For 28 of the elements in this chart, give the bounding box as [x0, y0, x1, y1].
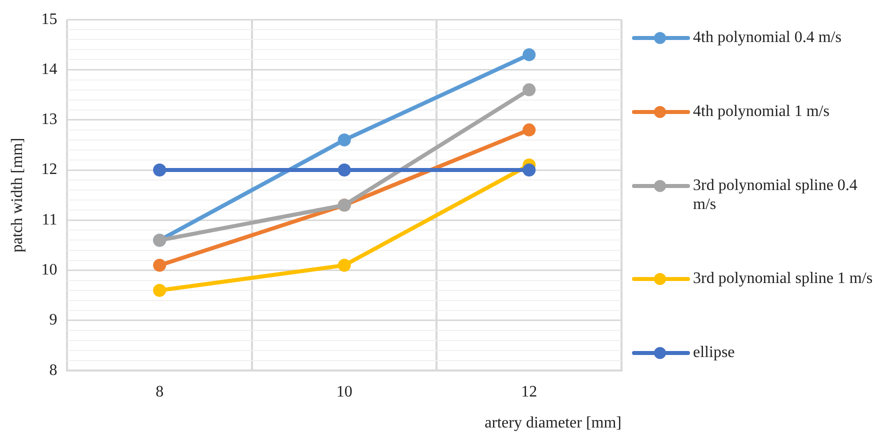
- point: [522, 83, 536, 96]
- x-tick-label: 8: [156, 383, 164, 400]
- legend-label: ellipse: [693, 343, 735, 362]
- y-tick-label: 9: [49, 312, 58, 329]
- y-tick-label: 15: [41, 10, 58, 28]
- point: [522, 123, 536, 136]
- y-tick-label: 8: [49, 362, 58, 379]
- x-axis-title: artery diameter [mm]: [484, 414, 622, 432]
- point: [522, 48, 536, 62]
- y-tick-label: 13: [41, 111, 58, 128]
- y-tick-label: 10: [41, 262, 58, 279]
- x-tick-label: 12: [521, 383, 538, 400]
- point: [338, 164, 351, 177]
- legend-label: 4th polynomial 0.4 m/s: [693, 28, 842, 47]
- y-tick-label: 14: [41, 60, 58, 78]
- legend-label: 3rd polynomial spline 1 m/s: [693, 269, 873, 288]
- point: [338, 133, 351, 146]
- x-tick-label: 10: [336, 383, 352, 400]
- point: [153, 258, 166, 272]
- y-axis-title: patch width [mm]: [8, 138, 26, 252]
- point: [522, 164, 536, 177]
- y-tick-label: 11: [42, 211, 58, 228]
- point: [153, 284, 166, 297]
- y-tick-label: 12: [41, 161, 58, 178]
- point: [338, 258, 351, 272]
- point: [153, 164, 166, 177]
- legend-label: 3rd polynomial spline 0.4 m/s: [693, 176, 858, 214]
- legend-label: 4th polynomial 1 m/s: [693, 102, 830, 121]
